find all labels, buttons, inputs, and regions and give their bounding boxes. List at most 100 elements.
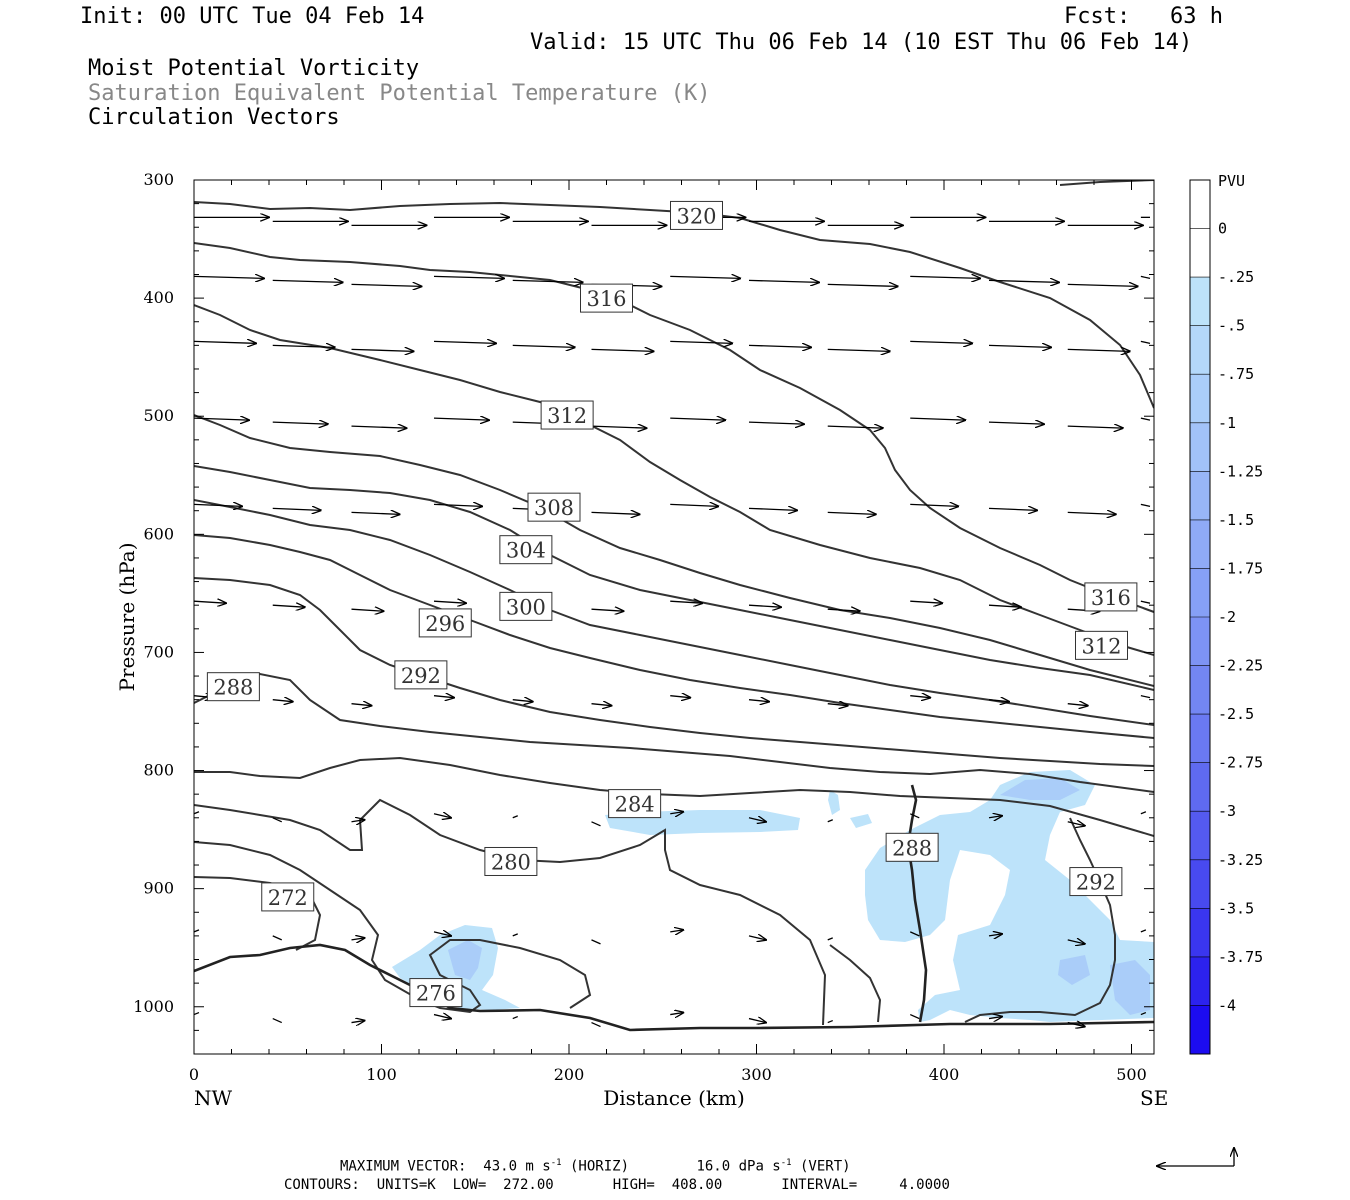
colorbar-label: -1.25 [1218, 462, 1263, 480]
plot-frame [193, 179, 1155, 1055]
field-title-vectors: Circulation Vectors [88, 105, 340, 130]
circulation-vector [433, 418, 489, 420]
field-title-pv: Moist Potential Vorticity [88, 56, 420, 81]
svg-text:292: 292 [1076, 871, 1116, 895]
contour-label: 276 [409, 978, 463, 1008]
x-end-label-right: SE [1140, 1086, 1168, 1110]
circulation-vector [591, 1021, 601, 1028]
y-tick-label: 600 [143, 524, 174, 543]
circulation-vector [670, 418, 725, 420]
circulation-vector [910, 696, 930, 698]
contour-label: 316 [1084, 582, 1138, 612]
circulation-vector [1140, 503, 1151, 507]
circulation-vector [748, 605, 781, 607]
circulation-vector [910, 418, 965, 420]
circulation-vector [827, 284, 898, 286]
circulation-vector [351, 349, 414, 351]
contour-292-right [964, 817, 1116, 1023]
colorbar-label: -1 [1218, 414, 1236, 432]
colorbar-unit: PVU [1218, 172, 1245, 190]
contour-labels: 320 316 312 308 304 300 296 292 288 284 280 272 276 2… [206, 200, 1138, 1008]
circulation-vectors [193, 217, 1151, 1028]
circulation-vector [591, 349, 654, 351]
circulation-vector [827, 349, 890, 351]
x-tick-label: 200 [554, 1065, 585, 1084]
circulation-vector [512, 933, 518, 937]
circulation-vector [1067, 284, 1138, 286]
circulation-vector [1140, 811, 1147, 815]
circulation-vector [193, 811, 200, 815]
circulation-vector [193, 418, 249, 420]
contour-label: 292 [394, 660, 448, 690]
circulation-vector [512, 1015, 518, 1020]
circulation-vector [988, 934, 1002, 936]
y-tick-label: 700 [143, 642, 174, 661]
circulation-vector [827, 609, 860, 611]
circulation-vector [748, 508, 797, 510]
circulation-vector [910, 276, 980, 278]
colorbar-label: -.5 [1218, 317, 1245, 335]
colorbar-swatch [1190, 908, 1210, 958]
colorbar-label: -3.25 [1218, 851, 1263, 869]
contour-label: 316 [580, 283, 633, 313]
circulation-vector [591, 512, 640, 514]
svg-text:288: 288 [892, 836, 932, 860]
circulation-vector [748, 422, 804, 424]
circulation-vector [512, 815, 518, 819]
colorbar-swatch [1190, 568, 1210, 618]
circulation-vector [910, 504, 958, 506]
contour-label: 304 [499, 535, 553, 565]
colorbar-swatch [1190, 665, 1210, 715]
circulation-vector [272, 280, 343, 282]
y-tick-label: 1000 [133, 997, 174, 1016]
circulation-vector [988, 280, 1059, 282]
colorbar-label: -1.75 [1218, 559, 1263, 577]
circulation-vector [988, 605, 1021, 607]
circulation-vector [670, 341, 732, 343]
circulation-vector [1067, 704, 1088, 706]
colorbar-label: -.25 [1218, 268, 1254, 286]
circulation-vector [670, 601, 702, 603]
svg-text:320: 320 [676, 204, 716, 228]
circulation-vector [827, 937, 833, 941]
circulation-vector [670, 930, 683, 932]
footer-contours: CONTOURS: UNITS=K LOW= 272.00 HIGH= 408.… [284, 1177, 950, 1193]
circulation-vector [1067, 822, 1085, 826]
circulation-vector [670, 812, 683, 814]
circulation-vector [1140, 417, 1151, 421]
circulation-vector [827, 512, 876, 514]
circulation-vector [433, 1015, 451, 1019]
circulation-vector [988, 816, 1002, 818]
circulation-vector [1140, 275, 1151, 280]
colorbar-label: -1.5 [1218, 511, 1254, 529]
circulation-vector [591, 609, 624, 611]
circulation-vector [748, 345, 811, 347]
circulation-vector [670, 276, 740, 278]
contour-320-upper [1059, 180, 1154, 186]
contour-280 [194, 798, 827, 1026]
svg-text:280: 280 [491, 850, 531, 874]
colorbar-swatch [1190, 762, 1210, 812]
circulation-vector [433, 341, 496, 343]
init-time: Init: 00 UTC Tue 04 Feb 14 [80, 4, 425, 29]
x-end-label-left: NW [194, 1086, 233, 1110]
circulation-vector [193, 504, 242, 506]
contour-label: 288 [206, 672, 260, 702]
forecast-hour: Fcst: 63 h [1064, 4, 1223, 29]
svg-text:304: 304 [506, 539, 546, 563]
colorbar-swatch [1190, 228, 1210, 278]
circulation-vector [351, 820, 365, 822]
contour-288 [194, 672, 1154, 793]
svg-text:284: 284 [615, 793, 655, 817]
circulation-vector [1067, 426, 1123, 428]
circulation-vector [1067, 940, 1085, 944]
footer-max-vector: MAXIMUM VECTOR: 43.0 m s-1 (HORIZ) 16.0 … [340, 1158, 851, 1175]
circulation-vector [1140, 929, 1147, 933]
contour-label: 296 [418, 608, 472, 638]
colorbar-swatch [1190, 471, 1210, 521]
contour-304 [194, 465, 1154, 691]
circulation-vector [433, 504, 482, 506]
contour-label: 284 [608, 789, 662, 819]
circulation-vector [670, 696, 690, 698]
y-tick-label: 300 [143, 170, 174, 189]
